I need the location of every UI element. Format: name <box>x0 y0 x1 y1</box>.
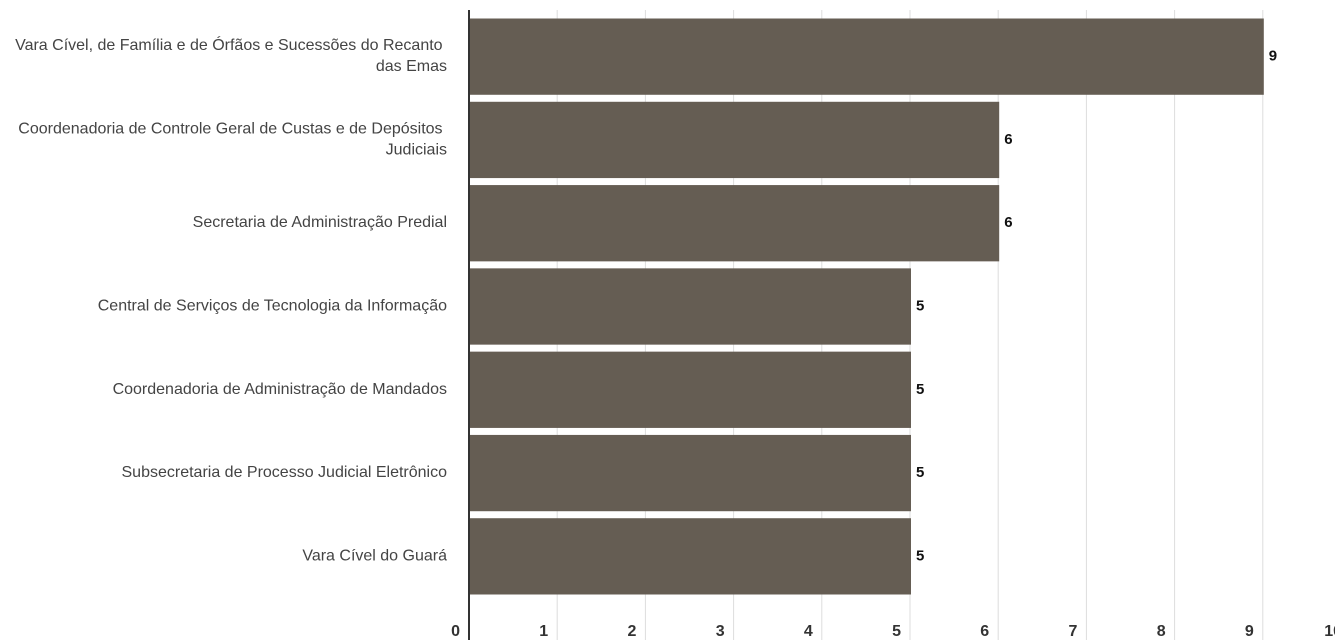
bar <box>470 18 1264 95</box>
category-label: Vara Cível, de Família e de Órfãos e Suc… <box>15 35 447 75</box>
category-label: Central de Serviços de Tecnologia da Inf… <box>98 298 447 315</box>
x-tick-label: 6 <box>980 623 989 640</box>
value-label: 6 <box>1004 214 1012 231</box>
x-tick-label: 7 <box>1068 623 1077 640</box>
x-tick-label: 5 <box>892 623 901 640</box>
bar <box>470 268 911 345</box>
x-tick-label: 1 <box>539 623 548 640</box>
x-tick-label: 8 <box>1157 623 1166 640</box>
x-tick-label: 2 <box>627 623 636 640</box>
category-label: Vara Cível do Guará <box>302 548 447 565</box>
x-tick-label: 9 <box>1245 623 1254 640</box>
value-label: 9 <box>1269 48 1277 65</box>
bar <box>470 434 911 512</box>
value-label: 5 <box>916 297 924 314</box>
category-label: Secretaria de Administração Predial <box>193 214 447 231</box>
bar <box>470 518 911 595</box>
bar <box>470 101 1000 179</box>
x-tick-label: 0 <box>451 623 460 640</box>
category-label: Subsecretaria de Processo Judicial Eletr… <box>122 464 448 481</box>
value-label: 5 <box>916 464 924 481</box>
value-label: 5 <box>916 547 924 564</box>
category-label: Coordenadoria de Controle Geral de Custa… <box>18 121 447 159</box>
value-label: 5 <box>916 381 924 398</box>
x-tick-label: 3 <box>716 623 725 640</box>
bar <box>470 185 1000 262</box>
category-label: Coordenadoria de Administração de Mandad… <box>113 381 447 398</box>
x-tick-label: 10 <box>1324 623 1335 640</box>
bar <box>470 351 911 428</box>
value-label: 6 <box>1004 131 1012 148</box>
x-tick-label: 4 <box>804 623 813 640</box>
